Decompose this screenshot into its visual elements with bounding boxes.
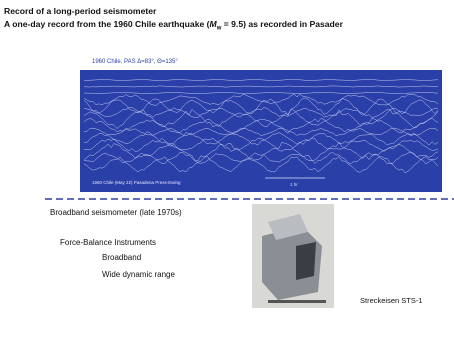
scale-label: 1 hr xyxy=(290,182,298,187)
instrument-label: Streckeisen STS-1 xyxy=(360,296,423,305)
seismogram-figure: 1960 Chile, PAS Δ=83°, Θ=135° 1960 Chile… xyxy=(0,0,454,344)
instrument-base xyxy=(268,300,326,303)
seismogram-label: 1960 Chile (May 22) Pasadena Press-Ewing xyxy=(92,180,181,185)
bullet: Broadband xyxy=(102,253,141,262)
seismogram-caption: 1960 Chile, PAS Δ=83°, Θ=135° xyxy=(92,59,178,65)
section-title: Broadband seismometer (late 1970s) xyxy=(50,208,182,217)
instrument-window xyxy=(296,242,316,280)
bullet: Wide dynamic range xyxy=(102,270,175,279)
slide: Record of a long-period seismometer A on… xyxy=(0,0,454,344)
bullet: Force-Balance Instruments xyxy=(60,238,156,247)
